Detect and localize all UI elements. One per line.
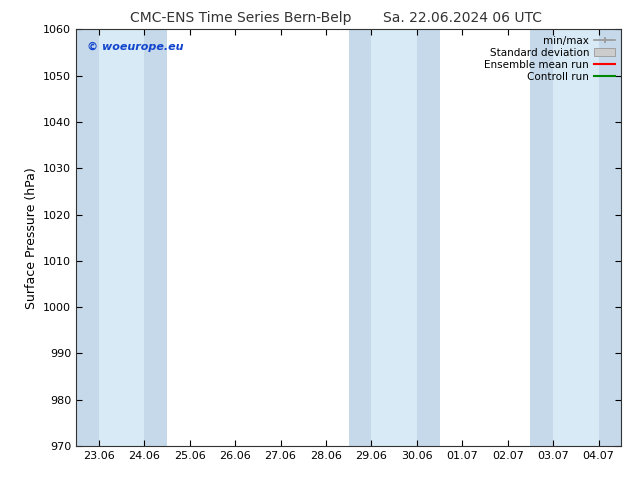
Bar: [349, 29, 372, 446]
Text: © woeurope.eu: © woeurope.eu: [87, 42, 183, 52]
Bar: [99, 29, 122, 446]
Legend: min/max, Standard deviation, Ensemble mean run, Controll run: min/max, Standard deviation, Ensemble me…: [481, 32, 618, 85]
Bar: [394, 29, 417, 446]
Bar: [553, 29, 576, 446]
Text: Sa. 22.06.2024 06 UTC: Sa. 22.06.2024 06 UTC: [384, 11, 542, 25]
Bar: [372, 29, 394, 446]
Bar: [417, 29, 439, 446]
Y-axis label: Surface Pressure (hPa): Surface Pressure (hPa): [25, 167, 37, 309]
Bar: [122, 29, 144, 446]
Text: CMC-ENS Time Series Bern-Belp: CMC-ENS Time Series Bern-Belp: [130, 11, 352, 25]
Bar: [144, 29, 167, 446]
Bar: [76, 29, 99, 446]
Bar: [576, 29, 598, 446]
Bar: [531, 29, 553, 446]
Bar: [598, 29, 621, 446]
